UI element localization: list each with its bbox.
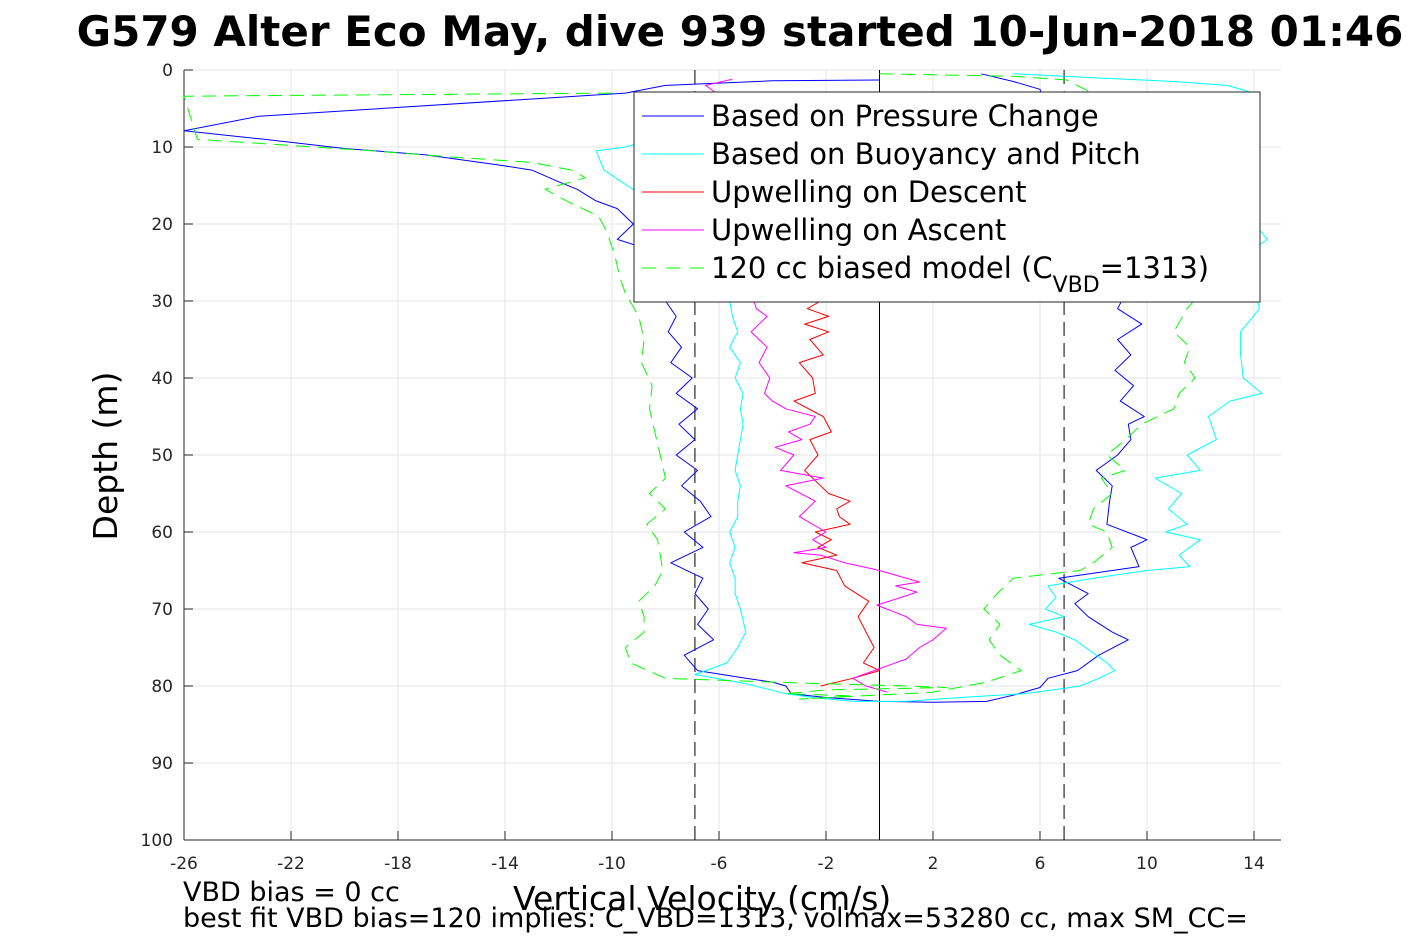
y-tick-label: 10 [151,138,173,158]
series-line-5 [183,73,1201,700]
y-tick-label: 50 [151,446,173,466]
legend-label: Based on Buoyancy and Pitch [711,137,1141,171]
legend-label: 120 cc biased model (CVBD=1313) [711,251,1209,298]
y-tick-label: 90 [151,754,173,774]
x-tick-label: -2 [818,854,835,874]
x-tick-label: -22 [277,854,305,874]
y-tick-label: 0 [162,61,173,81]
series-line-2 [595,73,1268,702]
chart-title: G579 Alter Eco May, dive 939 started 10-… [77,7,1404,56]
title-group: G579 Alter Eco May, dive 939 started 10-… [77,7,1404,56]
series-line-1 [183,73,1148,703]
x-tick-label: 10 [1136,854,1158,874]
legend-label: Upwelling on Ascent [711,213,1006,247]
x-tick-label: -10 [598,854,626,874]
x-tick-label: 6 [1035,854,1046,874]
legend: Based on Pressure Change Based on Buoyanc… [633,91,1261,303]
footer-line-2: best fit VBD bias=120 implies: C_VBD=131… [183,903,1248,934]
x-tick-label: -26 [170,854,198,874]
y-tick-label: 70 [151,600,173,620]
x-tick-label: -14 [491,854,519,874]
y-tick-label: 80 [151,677,173,697]
y-tick-label: 30 [151,292,173,312]
y-tick-label: 60 [151,523,173,543]
legend-label: Upwelling on Descent [711,175,1027,209]
x-axis-label: Vertical Velocity (cm/s) [513,879,892,918]
x-tick-label: 2 [928,854,939,874]
series-line-3 [793,300,880,687]
y-tick-label: 40 [151,369,173,389]
legend-box [633,91,1261,303]
footer-line-1: VBD bias = 0 cc [183,877,400,908]
tick-labels: -26 -22 -18 -14 -10 -6 -2 2 6 10 14010203040506070… [141,61,1265,874]
y-axis-label: Depth (m) [86,372,125,541]
x-tick-label: 14 [1243,854,1265,874]
x-tick-label: -18 [384,854,412,874]
axes [183,69,1281,841]
legend-label: Based on Pressure Change [711,99,1099,133]
x-tick-label: -6 [711,854,728,874]
y-tick-label: 100 [141,831,173,851]
y-tick-label: 20 [151,215,173,235]
